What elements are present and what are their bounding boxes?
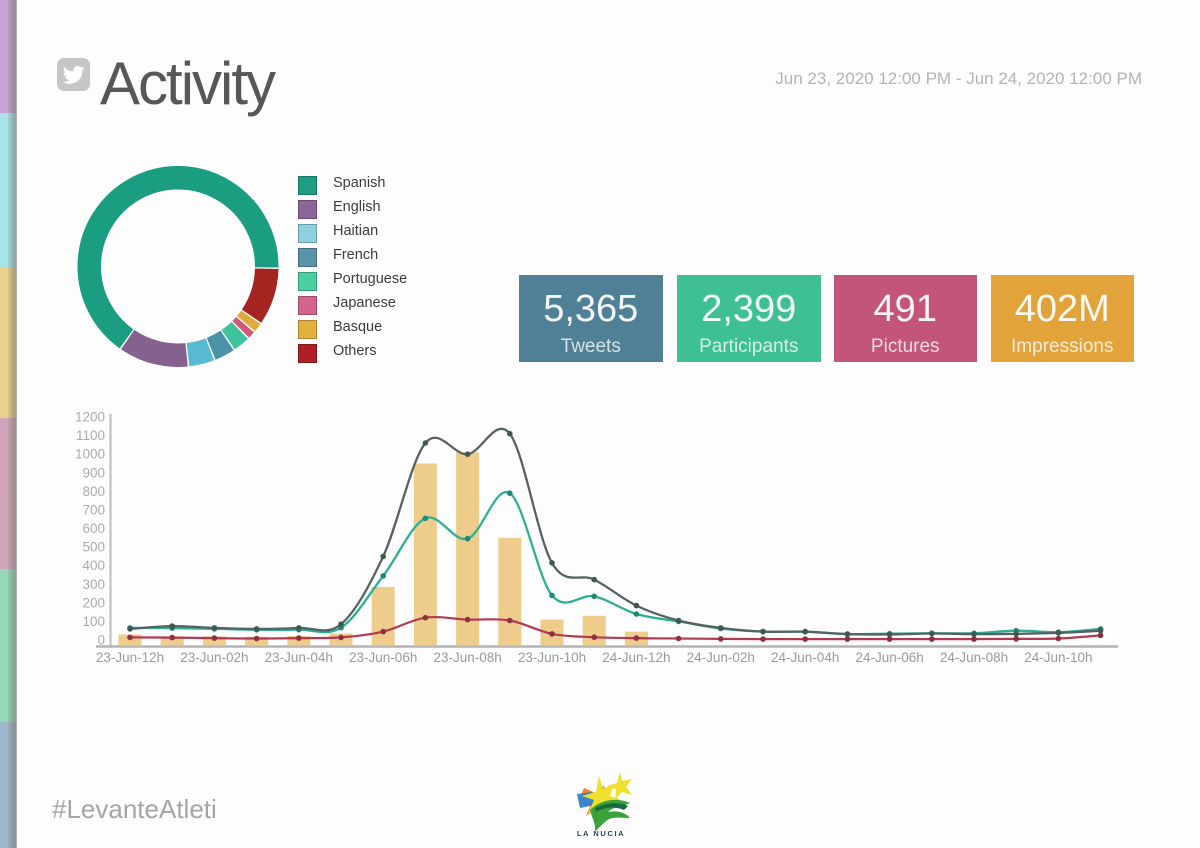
svg-text:LA NUCIA: LA NUCIA — [577, 829, 625, 838]
svg-text:700: 700 — [82, 502, 105, 517]
svg-text:100: 100 — [82, 614, 105, 629]
svg-text:1100: 1100 — [76, 428, 105, 443]
svg-text:400: 400 — [82, 558, 105, 573]
svg-text:24-Jun-12h: 24-Jun-12h — [602, 650, 670, 665]
svg-text:600: 600 — [82, 521, 105, 536]
svg-text:24-Jun-06h: 24-Jun-06h — [855, 650, 923, 665]
svg-text:23-Jun-10h: 23-Jun-10h — [518, 650, 586, 665]
svg-text:24-Jun-04h: 24-Jun-04h — [771, 650, 839, 665]
svg-text:1200: 1200 — [75, 410, 105, 425]
svg-text:900: 900 — [82, 465, 105, 480]
svg-text:500: 500 — [82, 540, 105, 555]
svg-text:24-Jun-08h: 24-Jun-08h — [940, 650, 1008, 665]
svg-text:23-Jun-04h: 23-Jun-04h — [265, 650, 333, 665]
svg-text:200: 200 — [82, 595, 105, 610]
svg-text:24-Jun-02h: 24-Jun-02h — [687, 650, 755, 665]
svg-text:23-Jun-06h: 23-Jun-06h — [349, 650, 417, 665]
svg-text:0: 0 — [97, 633, 105, 648]
svg-text:23-Jun-12h: 23-Jun-12h — [96, 650, 164, 665]
svg-text:1000: 1000 — [75, 447, 105, 462]
svg-text:23-Jun-08h: 23-Jun-08h — [433, 650, 501, 665]
svg-text:800: 800 — [82, 484, 105, 499]
svg-text:24-Jun-10h: 24-Jun-10h — [1024, 650, 1092, 665]
svg-text:300: 300 — [82, 577, 105, 592]
svg-text:23-Jun-02h: 23-Jun-02h — [180, 650, 248, 665]
